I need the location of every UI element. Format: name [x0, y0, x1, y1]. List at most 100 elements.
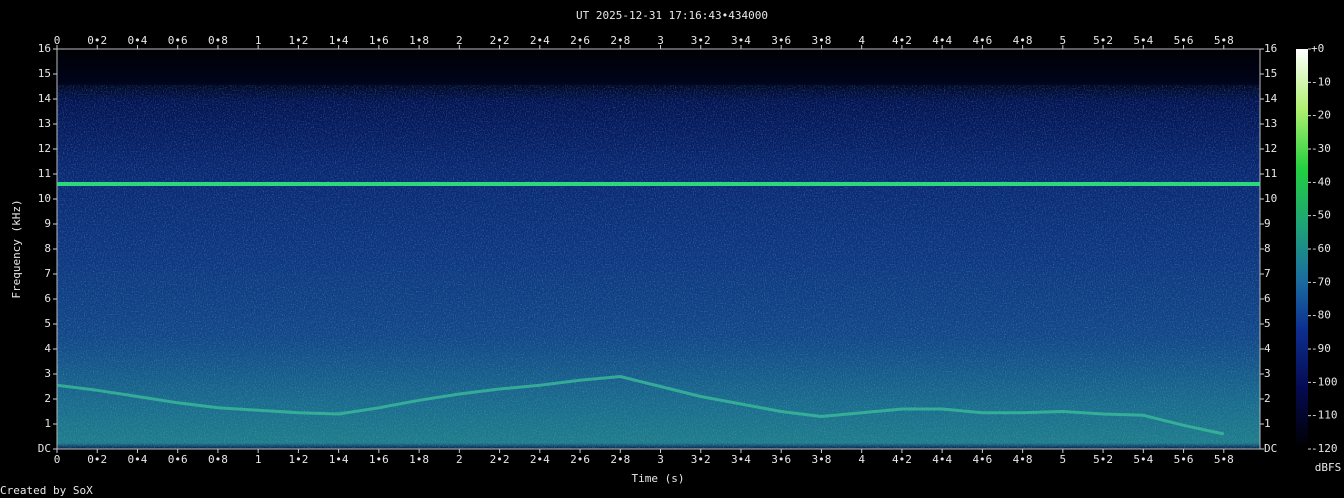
y-tick-label: 8 [44, 242, 51, 255]
x-tick-label: 3•8 [812, 453, 832, 466]
x-tick-label: 0 [54, 453, 61, 466]
y-tick-label: 4 [44, 342, 51, 355]
y-tick-label: 3 [44, 367, 51, 380]
x-tick-label: 0•4 [128, 453, 148, 466]
x-tick-label: 4•4 [932, 453, 952, 466]
colorbar-tick-label: -40 [1311, 175, 1331, 188]
x-tick-label: 0•8 [208, 453, 228, 466]
x-tick-label: 5•4 [1133, 453, 1153, 466]
y-tick-label: 5 [1264, 317, 1271, 330]
colorbar-tick-label: -80 [1311, 309, 1331, 322]
x-tick-label: 1•2 [288, 453, 308, 466]
x-tick-label: 3•6 [771, 34, 791, 47]
colorbar-tick-label: -90 [1311, 342, 1331, 355]
signal-trace [56, 375, 1225, 436]
x-tick-label: 1•2 [288, 34, 308, 47]
x-tick-label: 3•2 [691, 34, 711, 47]
x-tick-label: 5 [1060, 34, 1067, 47]
y-tick-label: 15 [1264, 67, 1277, 80]
colorbar [1296, 49, 1308, 449]
x-tick-label: 3•4 [731, 453, 751, 466]
x-tick-label: 0•4 [128, 34, 148, 47]
x-tick-label: 1•4 [329, 34, 349, 47]
y-tick-label: 10 [1264, 192, 1277, 205]
x-tick-label: 4•4 [932, 34, 952, 47]
x-tick-label: 2•8 [610, 453, 630, 466]
x-tick-label: 0•2 [87, 453, 107, 466]
x-tick-label: 1•8 [409, 453, 429, 466]
x-tick-label: 0•8 [208, 34, 228, 47]
colorbar-tick-label: -110 [1311, 409, 1338, 422]
x-tick-label: 4•2 [892, 453, 912, 466]
colorbar-tick-label: -70 [1311, 275, 1331, 288]
colorbar-tick-label: +0 [1311, 42, 1324, 55]
colorbar-tick-label: -100 [1311, 375, 1338, 388]
x-tick-label: 3 [657, 34, 664, 47]
x-tick-label: 4•2 [892, 34, 912, 47]
spectrogram-noise [57, 85, 1260, 449]
y-tick-label: 6 [44, 292, 51, 305]
y-tick-label: 1 [1264, 417, 1271, 430]
y-tick-label: 8 [1264, 242, 1271, 255]
x-tick-label: 1 [255, 453, 262, 466]
y-tick-label: 9 [1264, 217, 1271, 230]
y-tick-label: 7 [1264, 267, 1271, 280]
x-axis-label: Time (s) [632, 472, 685, 485]
y-tick-label: 15 [38, 67, 51, 80]
x-tick-label: 2•4 [530, 34, 550, 47]
x-tick-label: 0•6 [168, 453, 188, 466]
y-tick-label: DC [1264, 442, 1277, 455]
x-tick-label: 1•6 [369, 453, 389, 466]
x-tick-label: 3•2 [691, 453, 711, 466]
x-tick-label: 3•6 [771, 453, 791, 466]
y-tick-label: 5 [44, 317, 51, 330]
colorbar-tick-label: -10 [1311, 75, 1331, 88]
y-tick-label: 7 [44, 267, 51, 280]
x-tick-label: 1•6 [369, 34, 389, 47]
x-tick-label: 2•2 [490, 453, 510, 466]
x-tick-label: 5 [1060, 453, 1067, 466]
y-tick-label: 16 [38, 42, 51, 55]
x-tick-label: 5•6 [1174, 453, 1194, 466]
colorbar-tick-label: -50 [1311, 209, 1331, 222]
y-tick-label: 12 [38, 142, 51, 155]
y-tick-label: 11 [1264, 167, 1277, 180]
x-tick-label: 0•6 [168, 34, 188, 47]
x-tick-label: 1•4 [329, 453, 349, 466]
x-tick-label: 1 [255, 34, 262, 47]
x-tick-label: 5•6 [1174, 34, 1194, 47]
x-tick-label: 1•8 [409, 34, 429, 47]
x-tick-label: 3•8 [812, 34, 832, 47]
x-tick-label: 4•8 [1013, 34, 1033, 47]
x-tick-label: 4•6 [972, 34, 992, 47]
x-tick-label: 2 [456, 453, 463, 466]
y-axis-label: Frequency (kHz) [10, 199, 23, 298]
x-tick-label: 2•2 [490, 34, 510, 47]
colorbar-tick-label: -30 [1311, 142, 1331, 155]
y-tick-label: 14 [1264, 92, 1278, 105]
y-tick-label: 13 [38, 117, 51, 130]
colorbar-label: dBFS [1315, 461, 1342, 474]
x-tick-label: 3•4 [731, 34, 751, 47]
x-tick-label: 4 [858, 453, 865, 466]
x-tick-label: 5•8 [1214, 34, 1234, 47]
y-tick-label: 2 [44, 392, 51, 405]
x-tick-label: 2•6 [570, 34, 590, 47]
x-tick-label: 2•8 [610, 34, 630, 47]
y-tick-label: 10 [38, 192, 51, 205]
y-tick-label: 12 [1264, 142, 1277, 155]
chart-title: UT 2025-12-31 17:16:43•434000 [576, 9, 768, 22]
x-tick-label: 4•6 [972, 453, 992, 466]
y-tick-label: 2 [1264, 392, 1271, 405]
y-tick-label: 11 [38, 167, 51, 180]
x-tick-label: 0•2 [87, 34, 107, 47]
y-tick-label: 16 [1264, 42, 1277, 55]
x-tick-label: 5•4 [1133, 34, 1153, 47]
colorbar-tick-label: -20 [1311, 109, 1331, 122]
x-tick-label: 2 [456, 34, 463, 47]
y-tick-label: 14 [38, 92, 52, 105]
y-tick-label: 9 [44, 217, 51, 230]
y-tick-label: DC [38, 442, 51, 455]
